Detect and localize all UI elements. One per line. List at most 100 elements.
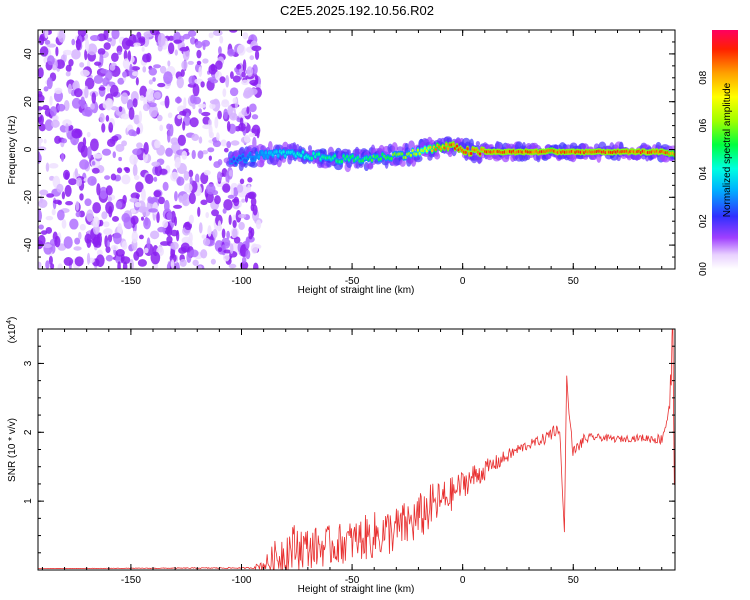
heatmap-noise-blob bbox=[167, 60, 171, 67]
heatmap-noise-blob bbox=[247, 88, 258, 96]
heatmap-noise-blob bbox=[198, 103, 207, 108]
heatmap-noise-blob bbox=[138, 110, 143, 123]
heatmap-noise-blob bbox=[110, 244, 118, 251]
heatmap-noise-blob bbox=[107, 98, 114, 109]
heatmap-noise-blob bbox=[103, 42, 111, 50]
heatmap-noise-blob bbox=[180, 242, 190, 253]
heatmap-noise-blob bbox=[148, 102, 157, 108]
heatmap-noise-blob bbox=[105, 245, 111, 254]
heatmap-noise-blob bbox=[197, 150, 204, 159]
heatmap-noise-blob bbox=[91, 167, 100, 174]
heatmap-noise-blob bbox=[135, 181, 144, 193]
heatmap-noise-blob bbox=[212, 140, 222, 148]
heatmap-noise-blob bbox=[117, 261, 121, 269]
heatmap-noise-blob bbox=[95, 254, 105, 267]
heatmap-noise-blob bbox=[99, 186, 108, 199]
heatmap-noise-blob bbox=[47, 55, 55, 66]
heatmap-track-core bbox=[404, 155, 407, 160]
heatmap-track-core bbox=[340, 159, 344, 164]
heatmap-noise-blob bbox=[200, 249, 208, 259]
heatmap-noise-blob bbox=[238, 221, 245, 231]
heatmap-noise-blob bbox=[71, 49, 81, 60]
heatmap-track-core bbox=[241, 154, 245, 158]
heatmap-noise-blob bbox=[144, 216, 149, 226]
heatmap-noise-blob bbox=[216, 132, 220, 141]
heatmap-noise-blob bbox=[170, 229, 179, 237]
heatmap-noise-blob bbox=[198, 265, 203, 269]
heatmap-noise-blob bbox=[129, 63, 133, 76]
heatmap-noise-blob bbox=[194, 173, 200, 184]
heatmap-noise-blob bbox=[238, 200, 242, 208]
heatmap-noise-blob bbox=[38, 151, 41, 164]
x-tick-label: -100 bbox=[231, 575, 251, 586]
heatmap-noise-blob bbox=[98, 219, 104, 227]
heatmap-noise-blob bbox=[221, 228, 226, 239]
heatmap-track-core bbox=[261, 151, 264, 155]
y-tick-label: 3 bbox=[23, 360, 34, 366]
heatmap-noise-blob bbox=[45, 162, 50, 172]
heatmap-noise-blob bbox=[87, 146, 92, 160]
heatmap-noise-blob bbox=[49, 95, 53, 106]
heatmap-x-axis-label: Height of straight line (km) bbox=[298, 285, 415, 296]
heatmap-noise-blob bbox=[110, 106, 118, 111]
heatmap-noise-blob bbox=[210, 79, 219, 84]
heatmap-noise-blob bbox=[141, 188, 146, 202]
heatmap-noise-blob bbox=[159, 124, 164, 132]
heatmap-track-core bbox=[429, 145, 432, 150]
heatmap-noise-blob bbox=[216, 171, 223, 183]
heatmap-noise-blob bbox=[94, 61, 102, 66]
heatmap-noise-blob bbox=[128, 129, 136, 137]
heatmap-noise-blob bbox=[75, 211, 81, 218]
snr-y-multiplier: (x104) bbox=[6, 317, 18, 344]
heatmap-noise-blob bbox=[227, 48, 235, 57]
heatmap-noise-blob bbox=[217, 159, 223, 166]
heatmap-noise-blob bbox=[121, 174, 131, 185]
heatmap-noise-blob bbox=[139, 95, 145, 101]
snr-panel: -150 -100 -50 0 50 3 2 1 Height of straight li… bbox=[6, 317, 676, 595]
colorbar-tick-label: 0.0 bbox=[698, 262, 709, 276]
colorbar-tick-label: 0.4 bbox=[698, 166, 709, 180]
heatmap-noise-blob bbox=[154, 140, 161, 149]
heatmap-noise-blob bbox=[120, 92, 129, 105]
heatmap-noise-blob bbox=[131, 230, 138, 244]
heatmap-noise-blob bbox=[159, 65, 167, 74]
heatmap-noise-blob bbox=[223, 249, 232, 254]
heatmap-noise-blob bbox=[222, 88, 227, 98]
heatmap-noise-blob bbox=[211, 209, 220, 217]
heatmap-noise-blob bbox=[96, 249, 103, 256]
heatmap-track-core bbox=[443, 146, 446, 150]
heatmap-noise-blob bbox=[167, 42, 175, 55]
snr-multiplier-base: (x10 bbox=[7, 323, 18, 343]
heatmap-noise-blob bbox=[74, 256, 84, 267]
heatmap-noise-blob bbox=[99, 112, 105, 123]
heatmap-track-halo bbox=[434, 152, 441, 160]
heatmap-track-core bbox=[300, 154, 303, 158]
heatmap-track-halo bbox=[477, 155, 482, 165]
heatmap-noise-blob bbox=[109, 84, 119, 97]
heatmap-noise-blob bbox=[138, 234, 144, 240]
heatmap-noise-blob bbox=[118, 106, 123, 113]
colorbar-gradient bbox=[712, 30, 738, 269]
heatmap-noise-blob bbox=[151, 161, 161, 167]
heatmap-noise-blob bbox=[170, 241, 179, 250]
heatmap-noise-blob bbox=[131, 71, 139, 77]
heatmap-noise-blob bbox=[191, 133, 200, 142]
heatmap-track-core bbox=[333, 154, 337, 158]
heatmap-noise-blob bbox=[92, 216, 100, 228]
heatmap-noise-blob bbox=[65, 64, 72, 72]
heatmap-noise-blob bbox=[124, 167, 131, 174]
heatmap-noise-blob bbox=[183, 170, 190, 181]
heatmap-noise-blob bbox=[121, 240, 128, 250]
heatmap-noise-blob bbox=[65, 71, 71, 77]
heatmap-noise-blob bbox=[141, 216, 145, 221]
heatmap-noise-blob bbox=[132, 98, 138, 108]
heatmap-noise-blob bbox=[120, 256, 131, 265]
heatmap-noise-blob bbox=[54, 235, 61, 248]
heatmap-noise-blob bbox=[56, 209, 65, 221]
heatmap-noise-blob bbox=[157, 33, 166, 47]
heatmap-noise-blob bbox=[38, 199, 48, 208]
heatmap-noise-blob bbox=[179, 47, 189, 52]
heatmap-noise-blob bbox=[157, 44, 163, 52]
heatmap-noise-blob bbox=[79, 193, 84, 201]
